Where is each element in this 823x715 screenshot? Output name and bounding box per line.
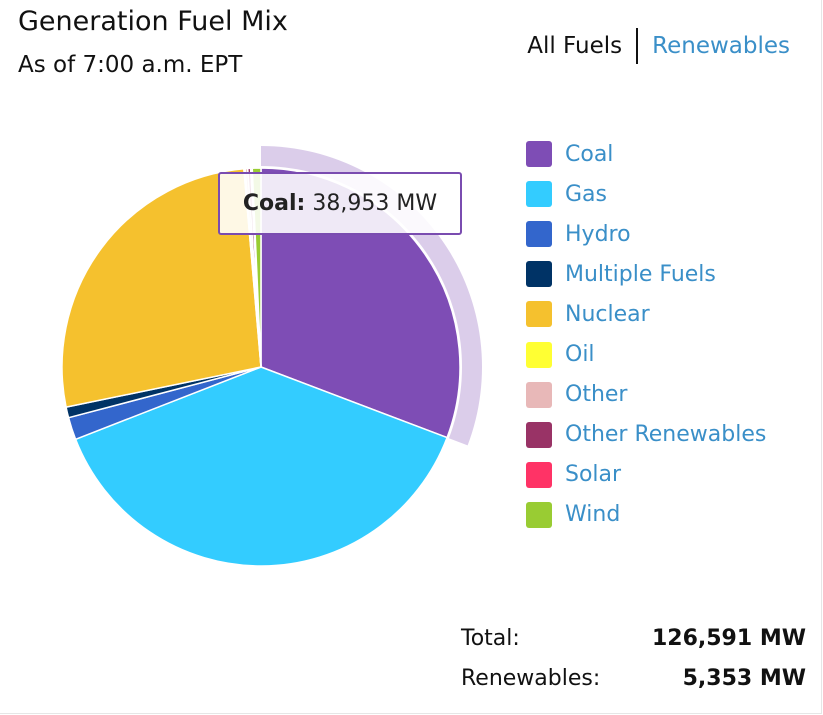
legend-item-oil[interactable]: Oil bbox=[526, 334, 766, 374]
pie-slice-nuclear[interactable] bbox=[61, 167, 262, 408]
legend-label: Wind bbox=[565, 502, 621, 528]
all-fuels-tab[interactable]: All Fuels bbox=[527, 33, 623, 59]
legend-label: Gas bbox=[565, 181, 607, 207]
chart-subtitle: As of 7:00 a.m. EPT bbox=[18, 52, 243, 78]
legend-label: Nuclear bbox=[565, 301, 650, 327]
total-value: 126,591 MW bbox=[651, 625, 806, 651]
tooltip-series-value: 38,953 MW bbox=[312, 191, 438, 216]
chart-tooltip: Coal: 38,953 MW bbox=[218, 172, 462, 235]
legend-swatch bbox=[526, 301, 552, 328]
legend-item-multiple-fuels[interactable]: Multiple Fuels bbox=[526, 254, 766, 294]
chart-title: Generation Fuel Mix bbox=[18, 6, 288, 37]
legend-swatch bbox=[526, 261, 552, 288]
legend-item-solar[interactable]: Solar bbox=[526, 455, 766, 495]
legend-swatch bbox=[526, 501, 552, 528]
renewables-row: Renewables: 5,353 MW bbox=[461, 658, 806, 698]
legend-swatch bbox=[526, 141, 552, 168]
legend-item-wind[interactable]: Wind bbox=[526, 495, 766, 535]
legend-swatch bbox=[526, 181, 552, 208]
legend-item-nuclear[interactable]: Nuclear bbox=[526, 294, 766, 334]
totals-panel: Total: 126,591 MW Renewables: 5,353 MW bbox=[461, 618, 806, 698]
renewables-total-label: Renewables: bbox=[461, 665, 601, 691]
legend-label: Other Renewables bbox=[565, 422, 767, 448]
chart-legend: Coal Gas Hydro Multiple Fuels Nuclear Oil Othe… bbox=[526, 134, 766, 535]
renewables-tab[interactable]: Renewables bbox=[652, 33, 790, 59]
legend-label: Other bbox=[565, 382, 628, 408]
legend-item-coal[interactable]: Coal bbox=[526, 134, 766, 174]
total-row: Total: 126,591 MW bbox=[461, 618, 806, 658]
legend-swatch bbox=[526, 381, 552, 408]
legend-label: Oil bbox=[565, 342, 595, 368]
legend-swatch bbox=[526, 341, 552, 368]
legend-swatch bbox=[526, 221, 552, 248]
tooltip-series-name: Coal: bbox=[242, 191, 306, 216]
legend-item-gas[interactable]: Gas bbox=[526, 174, 766, 214]
legend-item-other-renewables[interactable]: Other Renewables bbox=[526, 415, 766, 455]
renewables-total-value: 5,353 MW bbox=[682, 665, 806, 691]
total-label: Total: bbox=[461, 625, 520, 651]
legend-label: Solar bbox=[565, 462, 622, 488]
legend-label: Hydro bbox=[565, 221, 631, 247]
fuel-view-toggle: All Fuels Renewables bbox=[527, 28, 790, 64]
toggle-divider bbox=[636, 28, 639, 64]
legend-label: Multiple Fuels bbox=[565, 261, 716, 287]
legend-label: Coal bbox=[565, 141, 614, 167]
pie-slice-gas[interactable] bbox=[74, 366, 448, 567]
legend-swatch bbox=[526, 461, 552, 488]
legend-swatch bbox=[526, 421, 552, 448]
legend-item-other[interactable]: Other bbox=[526, 375, 766, 415]
legend-item-hydro[interactable]: Hydro bbox=[526, 214, 766, 254]
